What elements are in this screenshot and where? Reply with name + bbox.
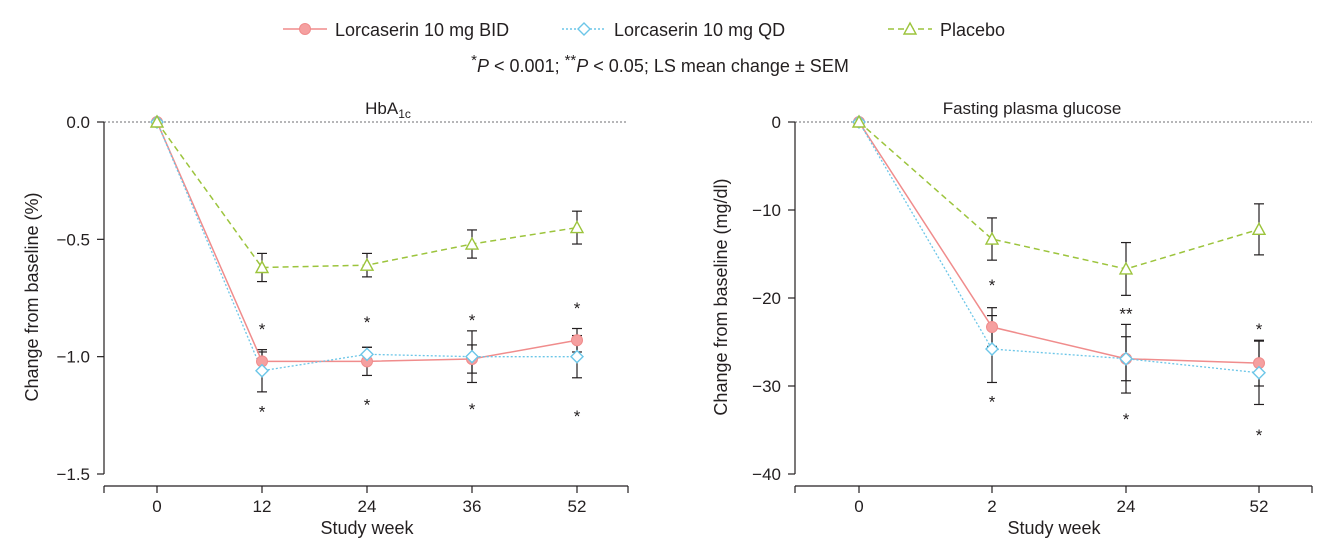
- fpg-placebo-point: [851, 114, 867, 128]
- legend-marker-qd: [577, 22, 591, 36]
- fpg-qd-point: [1252, 365, 1266, 380]
- fpg-placebo-point: [984, 231, 1000, 245]
- hba1c-x-tick-label: 12: [253, 497, 272, 516]
- hba1c-x-tick-label: 0: [152, 497, 161, 516]
- fpg-y-tick-label: −40: [752, 465, 781, 484]
- hba1c-y-axis-label: Change from baseline (%): [22, 192, 42, 401]
- fpg-placebo-point: [1118, 261, 1134, 275]
- hba1c-qd-point: [255, 363, 269, 378]
- hba1c-qd-point: [360, 347, 374, 362]
- legend-item-placebo: Placebo: [888, 20, 1005, 40]
- fpg-significance-marker: *: [989, 392, 996, 411]
- fpg-bid-point: [986, 321, 998, 334]
- hba1c-placebo-point: [254, 260, 270, 274]
- hba1c-placebo-point: [464, 236, 480, 250]
- hba1c-placebo-point: [359, 257, 375, 271]
- fpg-x-tick-label: 0: [854, 497, 863, 516]
- legend-item-qd: Lorcaserin 10 mg QD: [562, 20, 785, 40]
- note-star-1: *: [471, 52, 477, 69]
- hba1c-y-tick-label: −1.0: [56, 348, 90, 367]
- legend-label-qd: Lorcaserin 10 mg QD: [614, 20, 785, 40]
- hba1c-y-tick-label: −1.5: [56, 465, 90, 484]
- fpg-y-tick-label: −10: [752, 201, 781, 220]
- hba1c-x-tick-label: 52: [568, 497, 587, 516]
- fpg-significance-marker: **: [1119, 304, 1133, 323]
- legend: Lorcaserin 10 mg BID Lorcaserin 10 mg QD…: [283, 20, 1005, 76]
- note-text-1: < 0.001;: [489, 56, 565, 76]
- fpg-y-tick-label: −30: [752, 377, 781, 396]
- fpg-y-axis-label: Change from baseline (mg/dl): [711, 178, 731, 415]
- hba1c-y-tick-label: −0.5: [56, 230, 90, 249]
- fpg-x-tick-label: 52: [1250, 497, 1269, 516]
- legend-marker-placebo: [902, 21, 918, 35]
- fpg-placebo-series-line: [858, 121, 1260, 270]
- fpg-y-tick-label: −20: [752, 289, 781, 308]
- hba1c-title-sub: 1c: [398, 107, 411, 121]
- hba1c-placebo-point: [149, 114, 165, 128]
- hba1c-panel: HbA1c Change from baseline (%) Study wee…: [22, 99, 629, 538]
- fpg-significance-marker: *: [1123, 410, 1130, 429]
- hba1c-title-main: HbA: [365, 99, 399, 118]
- hba1c-qd-point: [465, 349, 479, 364]
- fpg-qd-series-line: [858, 121, 1260, 374]
- legend-label-placebo: Placebo: [940, 20, 1005, 40]
- fpg-significance-marker: *: [1256, 426, 1263, 445]
- note-text-2: < 0.05; LS mean change ± SEM: [588, 56, 849, 76]
- fpg-significance-marker: *: [989, 276, 996, 295]
- note-p-2: P: [576, 56, 588, 76]
- hba1c-placebo-series-line: [156, 121, 578, 269]
- hba1c-qd-series-line: [156, 121, 577, 372]
- hba1c-significance-marker: *: [469, 400, 476, 419]
- hba1c-x-axis-label: Study week: [320, 518, 414, 538]
- hba1c-significance-marker: *: [259, 402, 266, 421]
- fpg-y-tick-label: 0: [772, 113, 781, 132]
- hba1c-panel-title: HbA1c: [365, 99, 411, 121]
- hba1c-significance-marker: *: [364, 395, 371, 414]
- hba1c-significance-marker: *: [364, 313, 371, 332]
- fpg-title-main: Fasting plasma glucose: [943, 99, 1122, 118]
- hba1c-placebo-point: [569, 220, 585, 234]
- fpg-panel-title: Fasting plasma glucose: [943, 99, 1122, 118]
- fpg-qd-point: [1119, 351, 1133, 366]
- fpg-bid-series-line: [858, 121, 1260, 364]
- legend-marker-bid: [299, 23, 311, 35]
- fpg-qd-point: [985, 342, 999, 357]
- note-p-1: P: [477, 56, 489, 76]
- legend-note: *P < 0.001; **P < 0.05; LS mean change ±…: [471, 52, 849, 76]
- hba1c-significance-marker: *: [469, 311, 476, 330]
- hba1c-qd-point: [570, 349, 584, 364]
- legend-label-bid: Lorcaserin 10 mg BID: [335, 20, 509, 40]
- note-star-2: **: [565, 52, 577, 69]
- fpg-x-tick-label: 24: [1117, 497, 1136, 516]
- fpg-panel: Fasting plasma glucose Change from basel…: [711, 99, 1313, 538]
- hba1c-bid-point: [571, 334, 583, 347]
- hba1c-significance-marker: *: [574, 299, 581, 318]
- fpg-significance-marker: *: [1256, 320, 1263, 339]
- hba1c-significance-marker: *: [574, 407, 581, 426]
- hba1c-significance-marker: *: [259, 320, 266, 339]
- fpg-x-tick-label: 2: [987, 497, 996, 516]
- fpg-x-axis-label: Study week: [1007, 518, 1101, 538]
- legend-item-bid: Lorcaserin 10 mg BID: [283, 20, 509, 40]
- hba1c-x-tick-label: 24: [358, 497, 377, 516]
- fpg-placebo-point: [1251, 221, 1267, 236]
- hba1c-y-tick-label: 0.0: [66, 113, 90, 132]
- hba1c-x-tick-label: 36: [463, 497, 482, 516]
